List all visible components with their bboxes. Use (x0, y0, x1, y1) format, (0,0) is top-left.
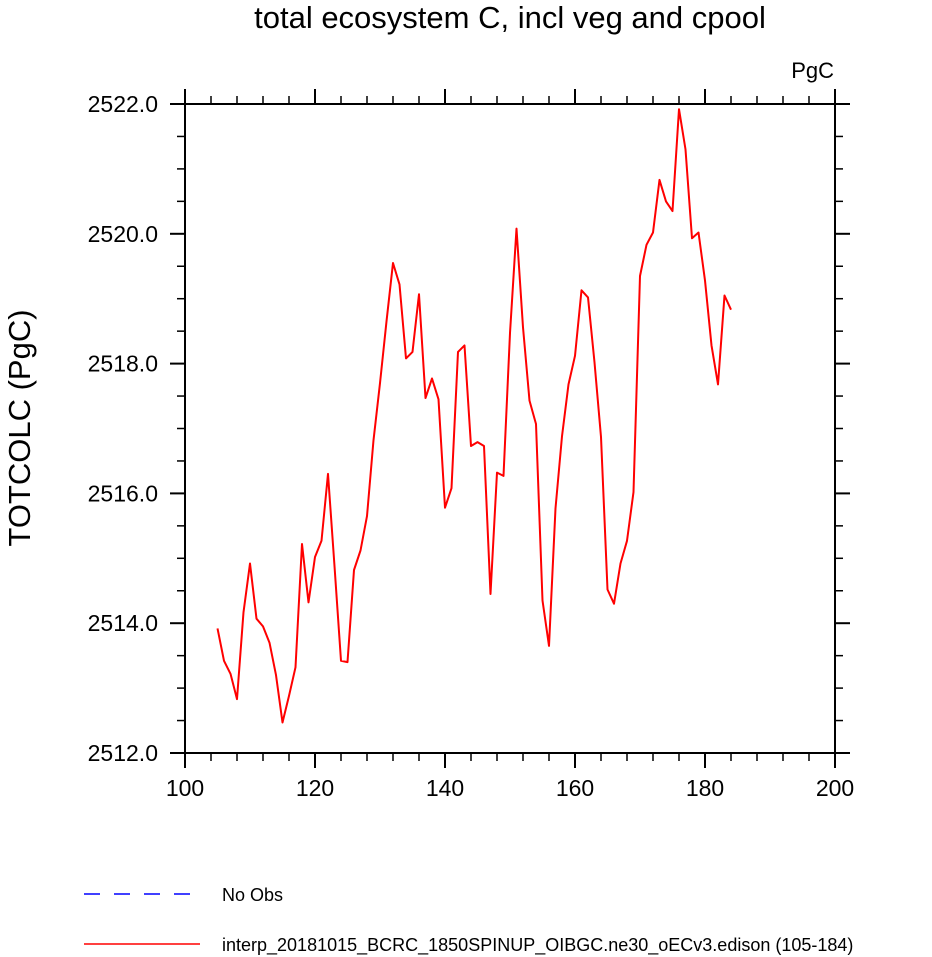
y-tick-label: 2520.0 (88, 221, 158, 247)
axis-ticks (170, 89, 850, 768)
x-tick-label: 160 (556, 775, 594, 801)
y-tick-label: 2514.0 (88, 610, 158, 636)
plot-frame (184, 103, 836, 754)
legend-label: interp_20181015_BCRC_1850SPINUP_OIBGC.ne… (222, 935, 853, 956)
y-tick-label: 2512.0 (88, 740, 158, 766)
y-tick-label: 2516.0 (88, 480, 158, 506)
x-tick-label: 180 (686, 775, 724, 801)
chart-title: total ecosystem C, incl veg and cpool (254, 0, 766, 35)
legend-label: No Obs (222, 885, 283, 905)
series-layer (216, 108, 732, 724)
y-tick-label: 2518.0 (88, 351, 158, 377)
x-tick-label: 100 (166, 775, 204, 801)
y-tick-label: 2522.0 (88, 91, 158, 117)
units-label: PgC (791, 58, 834, 83)
axis-tick-labels: 100 120 140 160 180 200 2512.0 2514.0 2516.0 2518… (88, 91, 855, 801)
x-tick-label: 200 (816, 775, 854, 801)
series-line (216, 108, 732, 724)
legend: No Obs interp_20181015_BCRC_1850SPINUP_OI… (84, 885, 853, 956)
y-axis-label: TOTCOLC (PgC) (2, 309, 37, 546)
x-tick-label: 140 (426, 775, 464, 801)
x-tick-label: 120 (296, 775, 334, 801)
